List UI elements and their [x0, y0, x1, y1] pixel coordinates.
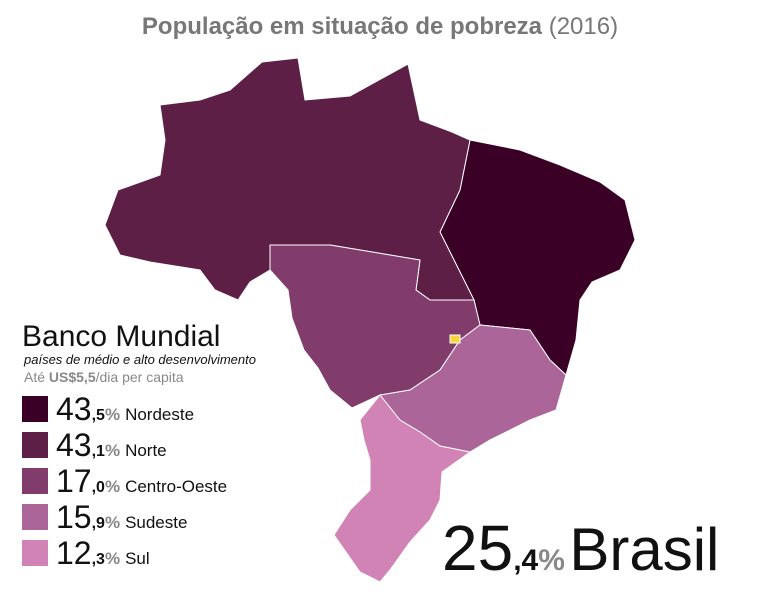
- region-area: [333, 394, 472, 583]
- map: [104, 57, 636, 583]
- value-integer: 43: [56, 427, 92, 463]
- note-suffix: /dia per capita: [96, 369, 184, 385]
- value-decimal: ,9: [92, 515, 105, 532]
- total-decimal: ,4: [513, 544, 538, 577]
- legend-swatch: [22, 432, 48, 458]
- total-integer: 25: [442, 512, 513, 584]
- region-name: Norte: [125, 441, 167, 460]
- note-amount: US$5,5: [49, 369, 96, 385]
- region-name: Sul: [125, 549, 150, 568]
- value-decimal: ,0: [92, 479, 105, 496]
- value-unit: %: [105, 441, 120, 460]
- value-unit: %: [105, 405, 120, 424]
- region-name: Sudeste: [125, 513, 187, 532]
- value-decimal: ,5: [92, 407, 105, 424]
- legend-entry: 12,3% Sul: [56, 535, 150, 571]
- legend-swatch: [22, 396, 48, 422]
- value-unit: %: [105, 549, 120, 568]
- region-area: [104, 57, 475, 301]
- total-unit: %: [538, 544, 565, 577]
- legend-swatch: [22, 540, 48, 566]
- value-unit: %: [105, 513, 120, 532]
- federal-district: [449, 334, 461, 344]
- value-integer: 17: [56, 463, 92, 499]
- region-name: Nordeste: [125, 405, 194, 424]
- total-name: Brasil: [569, 516, 719, 583]
- note-prefix: Até: [24, 369, 45, 385]
- legend-swatch: [22, 468, 48, 494]
- title: População em situação de pobreza (2016): [142, 13, 618, 40]
- legend-title: Banco Mundial: [22, 320, 220, 353]
- value-decimal: ,1: [92, 443, 105, 460]
- region-name: Centro-Oeste: [125, 477, 227, 496]
- value-decimal: ,3: [92, 551, 105, 568]
- value-integer: 15: [56, 499, 92, 535]
- title-year: (2016): [549, 13, 618, 40]
- legend-entry: 15,9% Sudeste: [56, 499, 187, 535]
- legend-note: Até US$5,5/dia per capita: [24, 369, 184, 385]
- value-unit: %: [105, 477, 120, 496]
- value-integer: 43: [56, 391, 92, 427]
- legend-subtitle: países de médio e alto desenvolvimento: [23, 352, 256, 367]
- legend-entry: 17,0% Centro-Oeste: [56, 463, 227, 499]
- title-main: População em situação de pobreza: [142, 13, 543, 40]
- total: 25,4% Brasil: [442, 512, 719, 584]
- legend: 43,5% Nordeste 43,1% Norte 17,0% Centro-Oeste…: [22, 391, 227, 571]
- legend-entry: 43,1% Norte: [56, 427, 167, 463]
- legend-swatch: [22, 504, 48, 530]
- legend-entry: 43,5% Nordeste: [56, 391, 194, 427]
- value-integer: 12: [56, 535, 92, 571]
